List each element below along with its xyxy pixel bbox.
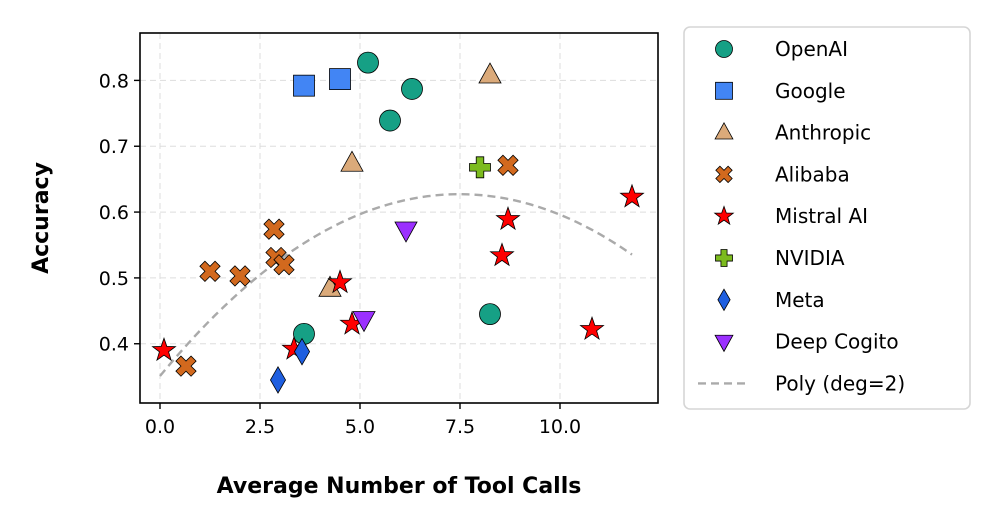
y-tick-label: 0.6 — [99, 202, 129, 224]
point-openai — [379, 109, 401, 132]
legend-marker-deep-cogito — [714, 334, 734, 353]
point-mistral-ai — [495, 206, 521, 231]
point-deep-cogito — [352, 311, 376, 333]
legend-label-mistral-ai: Mistral AI — [775, 204, 868, 228]
y-tick-label: 0.4 — [99, 334, 129, 356]
point-mistral-ai — [489, 242, 515, 267]
point-anthropic — [340, 150, 364, 172]
legend-label-google: Google — [775, 79, 846, 103]
x-axis-title: Average Number of Tool Calls — [217, 474, 582, 499]
point-alibaba — [175, 355, 197, 377]
legend-label-alibaba: Alibaba — [775, 162, 850, 186]
points-layer — [151, 51, 645, 394]
x-tick-label: 2.5 — [245, 416, 275, 438]
legend-label-nvidia: NVIDIA — [775, 246, 845, 270]
legend-label-openai: OpenAI — [775, 37, 848, 61]
legend-marker-anthropic — [714, 121, 734, 140]
y-axis: 0.4 0.5 0.6 0.7 0.8 — [99, 70, 140, 356]
legend-label-anthropic: Anthropic — [775, 121, 871, 145]
point-mistral-ai — [327, 269, 353, 294]
grid — [140, 33, 658, 403]
point-alibaba — [199, 260, 221, 282]
y-tick-label: 0.7 — [99, 136, 129, 158]
legend-label-meta: Meta — [775, 288, 825, 312]
point-meta — [269, 366, 287, 394]
point-google — [329, 68, 351, 90]
point-meta — [293, 337, 311, 366]
legend-frame — [683, 26, 971, 410]
point-google — [293, 74, 315, 97]
legend-marker-google — [715, 81, 733, 100]
legend-marker-alibaba — [715, 165, 733, 184]
plot-area — [140, 33, 658, 403]
point-alibaba — [263, 218, 285, 240]
x-tick-label: 7.5 — [445, 416, 475, 438]
point-alibaba — [497, 154, 519, 176]
point-openai — [401, 78, 423, 100]
legend-marker-nvidia — [715, 249, 733, 267]
point-nvidia — [469, 156, 491, 179]
x-tick-label: 10.0 — [539, 416, 581, 438]
point-openai — [479, 303, 501, 326]
point-mistral-ai — [579, 315, 605, 341]
legend-marker-openai — [715, 40, 733, 58]
y-tick-label: 0.5 — [99, 268, 129, 290]
plot-frame — [139, 32, 659, 404]
point-mistral-ai — [151, 337, 177, 362]
point-anthropic — [478, 62, 502, 84]
x-tick-label: 0.0 — [145, 416, 175, 438]
legend-label-fit: Poly (deg=2) — [775, 371, 905, 395]
x-axis: 0.0 2.5 5.0 7.5 10.0 — [145, 403, 581, 438]
point-deep-cogito — [394, 221, 418, 243]
fit-layer — [159, 192, 633, 377]
point-alibaba — [229, 265, 251, 287]
point-mistral-ai — [619, 183, 645, 208]
legend-marker-mistral-ai — [713, 205, 735, 226]
y-axis-title: Accuracy — [29, 162, 54, 274]
y-tick-label: 0.8 — [99, 70, 129, 92]
legend-marker-meta — [717, 288, 731, 312]
fit-curve — [159, 192, 633, 377]
legend: OpenAI Google Anthropic Alibaba Mistral AI NV… — [683, 26, 971, 410]
legend-label-deep-cogito: Deep Cogito — [775, 330, 899, 354]
point-openai — [357, 51, 379, 74]
x-tick-label: 5.0 — [345, 416, 375, 438]
point-alibaba — [273, 254, 295, 276]
